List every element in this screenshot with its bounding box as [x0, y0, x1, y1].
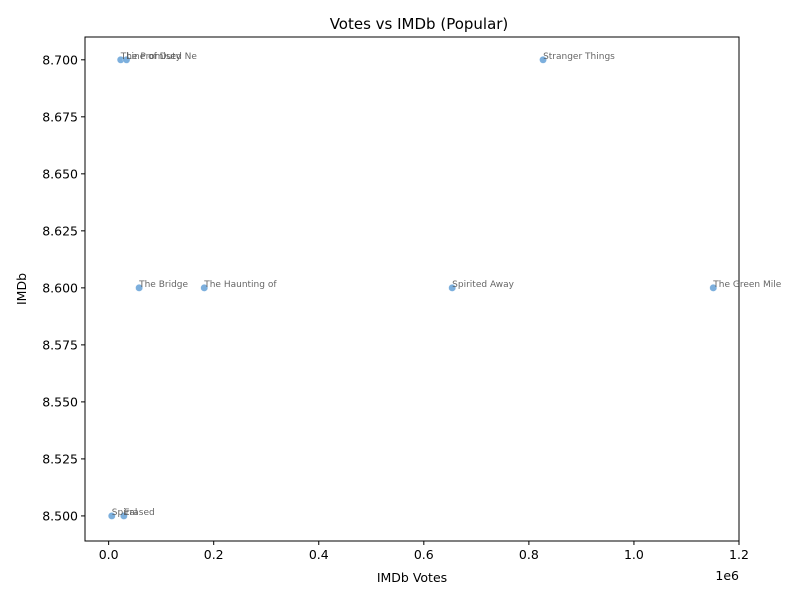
x-axis-offset-label: 1e6 — [715, 568, 739, 583]
data-point — [448, 284, 457, 292]
data-point — [200, 284, 209, 292]
y-axis-ticks: 8.500 8.525 8.550 8.575 8.600 8.625 8.650 8.675… — [42, 52, 85, 523]
point-label: Spiral — [112, 508, 138, 518]
point-label: The Promised Ne — [120, 52, 198, 62]
y-tick-label: 8.650 — [42, 166, 78, 181]
point-label: The Haunting of — [203, 280, 277, 290]
point-label: Stranger Things — [543, 52, 615, 62]
y-axis-title: IMDb — [14, 273, 29, 305]
x-axis-ticks: 0.0 0.2 0.4 0.6 0.8 1.0 1.2 — [99, 541, 749, 562]
data-point — [120, 512, 128, 520]
x-tick-label: 1.2 — [729, 547, 749, 562]
point-label: Spirited Away — [452, 280, 514, 290]
x-axis-title: IMDb Votes — [377, 570, 447, 585]
point-label: Line of Duty — [126, 52, 181, 62]
point-label: The Bridge — [138, 280, 188, 290]
y-tick-label: 8.525 — [42, 451, 78, 466]
data-point — [107, 512, 116, 520]
y-tick-label: 8.500 — [42, 508, 78, 523]
chart-title: Votes vs IMDb (Popular) — [330, 15, 509, 33]
x-tick-label: 0.6 — [414, 547, 434, 562]
point-label: The Green Mile — [712, 280, 781, 290]
y-tick-label: 8.700 — [42, 52, 78, 67]
data-point — [135, 284, 143, 292]
x-tick-label: 1.0 — [624, 547, 644, 562]
data-points — [107, 55, 718, 520]
y-tick-label: 8.575 — [42, 337, 78, 352]
x-tick-label: 0.0 — [99, 547, 119, 562]
data-point — [709, 284, 718, 292]
point-label: Erased — [124, 508, 155, 518]
y-tick-label: 8.675 — [42, 109, 78, 124]
data-point — [539, 55, 547, 64]
y-tick-label: 8.625 — [42, 223, 78, 238]
data-point — [122, 55, 131, 64]
y-tick-label: 8.550 — [42, 394, 78, 409]
point-labels: Stranger Things The Green Mile Spirited Aw… — [112, 52, 782, 518]
x-tick-label: 0.2 — [204, 547, 224, 562]
plot-frame — [84, 36, 740, 542]
x-tick-label: 0.8 — [519, 547, 539, 562]
y-tick-label: 8.600 — [42, 280, 78, 295]
x-tick-label: 0.4 — [309, 547, 329, 562]
